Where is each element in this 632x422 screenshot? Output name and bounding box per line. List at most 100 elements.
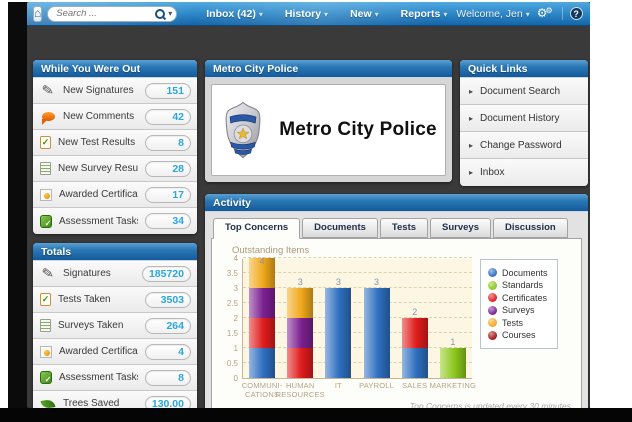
gridline [243,347,472,348]
bullet-right-icon: ▸ [469,168,474,177]
activity-tab[interactable]: Documents [302,218,378,238]
main-nav: Inbox (42) ▾ History ▾ New ▾ Reports ▾ [197,4,456,24]
user-menu[interactable]: Welcome, Jen ▾ [456,8,529,20]
activity-body: Top Concerns Documents Tests Surveys Discuss… [205,212,588,408]
panel-header: Metro City Police [205,60,452,78]
y-tick-label: 1.5 [226,329,238,338]
home-icon: ⌂ [34,5,42,20]
bar-column: 2 SALES [401,259,428,390]
stat-row[interactable]: New Test Results 8 [33,130,197,156]
pencil-icon [40,83,56,99]
bar-segment-tests [249,258,276,288]
search-icon[interactable] [154,8,166,20]
site-branding-panel: Metro City Police [205,60,452,182]
y-tick-label: 3.5 [226,269,238,278]
home-button[interactable]: ⌂ [33,5,43,22]
gridline [243,272,472,273]
nav-menu-item[interactable]: New ▾ [341,4,388,24]
quick-link-label: Change Password [480,139,562,151]
chart-footnote: Top Concerns is updated every 30 minutes [409,401,571,408]
caret-down-icon: ▾ [525,9,530,19]
stat-label: Signatures [63,268,111,279]
activity-tab[interactable]: Surveys [430,218,492,238]
help-button[interactable]: ? [569,7,583,20]
stat-row[interactable]: Tests Taken 3503 [33,287,197,313]
nav-item-label: Inbox (42) [206,7,256,20]
assessment-icon [40,371,52,384]
stat-list: New Signatures 151 New Comments 42 New T… [33,78,197,234]
gridline [243,317,472,318]
stat-row[interactable]: Surveys Taken 264 [33,313,197,339]
x-axis-label: PAYROLL [359,381,394,390]
legend-dot-icon [488,305,497,315]
quick-links-panel: Quick Links ▸ Document Search ▸ Document… [460,60,588,186]
quick-link[interactable]: ▸ Document History [460,105,588,132]
stat-row[interactable]: Awarded Certificates 4 [33,339,197,365]
panel-title: While You Were Out [41,62,141,75]
panel-title: Quick Links [468,62,528,75]
stat-row[interactable]: Signatures 185720 [33,261,197,287]
stat-label: New Signatures [63,85,134,96]
bar-segment-surveys [287,318,314,348]
settings-button[interactable]: ⚙⚙ [537,6,555,21]
bar-total-label: 1 [450,337,456,347]
stat-row[interactable]: New Comments 42 [33,104,197,130]
stat-row[interactable]: New Survey Results 28 [33,156,197,182]
stat-row[interactable]: New Signatures 151 [33,78,197,104]
quick-link[interactable]: ▸ Change Password [460,132,588,159]
legend-dot-icon [488,280,497,290]
stat-row[interactable]: Awarded Certificates 17 [33,182,197,208]
site-body: Metro City Police [205,78,452,182]
search-caret-icon[interactable]: ▾ [168,9,173,18]
totals-panel: Totals Signatures 185720 Tests Taken 350… [33,243,197,408]
quick-link[interactable]: ▸ Document Search [460,78,588,105]
certificate-icon [40,188,52,201]
nav-item-label: New [350,7,372,20]
x-axis-label: COMMUNI- CATIONS [241,381,283,400]
activity-tabs: Top Concerns Documents Tests Surveys Discuss… [213,218,582,239]
comment-icon [40,109,56,125]
activity-tab[interactable]: Tests [379,218,429,238]
stat-value: 4 [145,343,191,360]
legend-entry: Tests [488,318,549,328]
site-card: Metro City Police [211,84,446,176]
stat-row[interactable]: Assessment Tasks 8 [33,365,197,391]
panel-title: Metro City Police [213,62,299,75]
test-icon [40,293,51,306]
caret-down-icon: ▾ [374,9,379,19]
stat-row[interactable]: Trees Saved 130.00 [33,391,197,408]
stat-value: 264 [145,317,191,334]
search-box[interactable]: ▾ [47,5,178,22]
x-axis-label: MARKETING [429,381,477,390]
test-icon [40,136,51,149]
stat-row[interactable]: Assessment Tasks 34 [33,208,197,234]
nav-menu-item[interactable]: Inbox (42) ▾ [197,4,272,24]
legend-entry: Surveys [488,305,549,315]
nav-menu-item[interactable]: History ▾ [276,4,337,24]
legend-entry: Courses [488,330,549,340]
stat-label: New Test Results [58,137,136,148]
nav-item-label: Reports [400,7,441,20]
activity-tab[interactable]: Top Concerns [213,218,301,239]
stat-label: Assessment Tasks [59,372,138,383]
legend-label: Documents [502,267,548,278]
activity-tab[interactable]: Discussion [493,218,568,238]
quick-link[interactable]: ▸ Inbox [460,159,588,186]
y-tick-label: 0 [233,374,238,383]
gridline [243,302,472,303]
panel-header: Quick Links [460,60,588,78]
gridline [243,287,472,288]
panel-header: While You Were Out [33,60,197,78]
legend-label: Surveys [502,305,535,315]
x-axis-label: HUMAN RESOURCES [275,381,325,400]
survey-icon [40,162,51,175]
app-window: ⌂ ▾ Inbox (42)▾History▾New▾Reports▾ Welc… [27,2,590,408]
legend-entry: Standards [488,280,549,290]
bullet-right-icon: ▸ [469,113,474,123]
gridline [243,257,472,258]
stat-value: 34 [145,213,191,229]
nav-menu-item[interactable]: Reports ▾ [392,4,457,24]
y-tick-label: 4 [233,254,238,263]
search-input[interactable] [56,8,155,19]
